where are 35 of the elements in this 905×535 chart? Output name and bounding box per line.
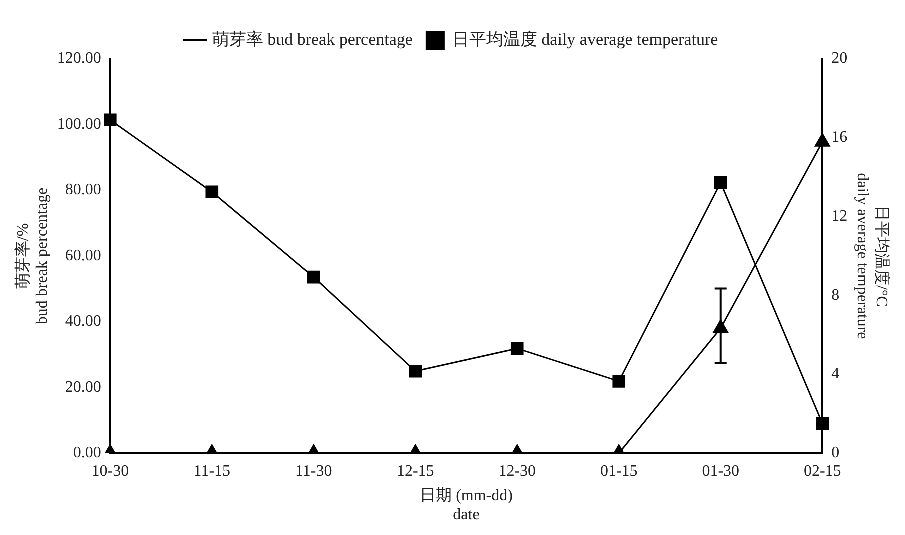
y2-tick-label: 16 <box>832 129 848 146</box>
y2-tick-label: 4 <box>832 366 840 383</box>
point <box>612 375 626 388</box>
point <box>816 417 830 430</box>
y-tick-label: 80.00 <box>65 182 102 199</box>
x-tick-label: 02-15 <box>804 463 842 480</box>
y-tick-label: 120.00 <box>57 50 102 68</box>
y2-tick-label: 20 <box>832 50 848 68</box>
x-tick-label: 12-15 <box>396 463 434 480</box>
x-tick-label: 12-30 <box>498 463 536 480</box>
y-tick-label: 40.00 <box>65 313 102 330</box>
point <box>409 364 422 378</box>
y-tick-label: 100.00 <box>57 116 102 133</box>
y2-tick-label: 8 <box>832 286 840 304</box>
point <box>307 270 320 284</box>
x-axis-title: 日期 (mm-dd) date <box>420 486 513 524</box>
y-axis-title: 萌芽率/% bud break percentage <box>14 188 52 325</box>
legend-label: 日平均温度 daily average temperature <box>452 30 718 49</box>
y-tick-label: 20.00 <box>65 378 102 396</box>
y-tick-label: 0.00 <box>73 444 102 462</box>
point <box>510 342 524 356</box>
y2-tick-label: 12 <box>832 208 848 225</box>
y2-axis-title: 日平均温度/°C daily average temperature <box>854 173 892 340</box>
point <box>714 176 728 190</box>
x-tick-label: 11-15 <box>194 463 231 480</box>
legend-label: 萌芽率 bud break percentage <box>212 30 413 49</box>
y-tick-label: 60.00 <box>65 247 102 264</box>
point <box>814 133 830 147</box>
point <box>104 114 117 127</box>
x-tick-label: 11-30 <box>296 463 332 480</box>
y2-tick-label: 0 <box>832 444 840 462</box>
x-tick-label: 10-30 <box>92 463 130 480</box>
x-tick-label: 01-15 <box>600 463 638 480</box>
x-tick-label: 01-30 <box>702 463 740 480</box>
point <box>206 186 219 199</box>
